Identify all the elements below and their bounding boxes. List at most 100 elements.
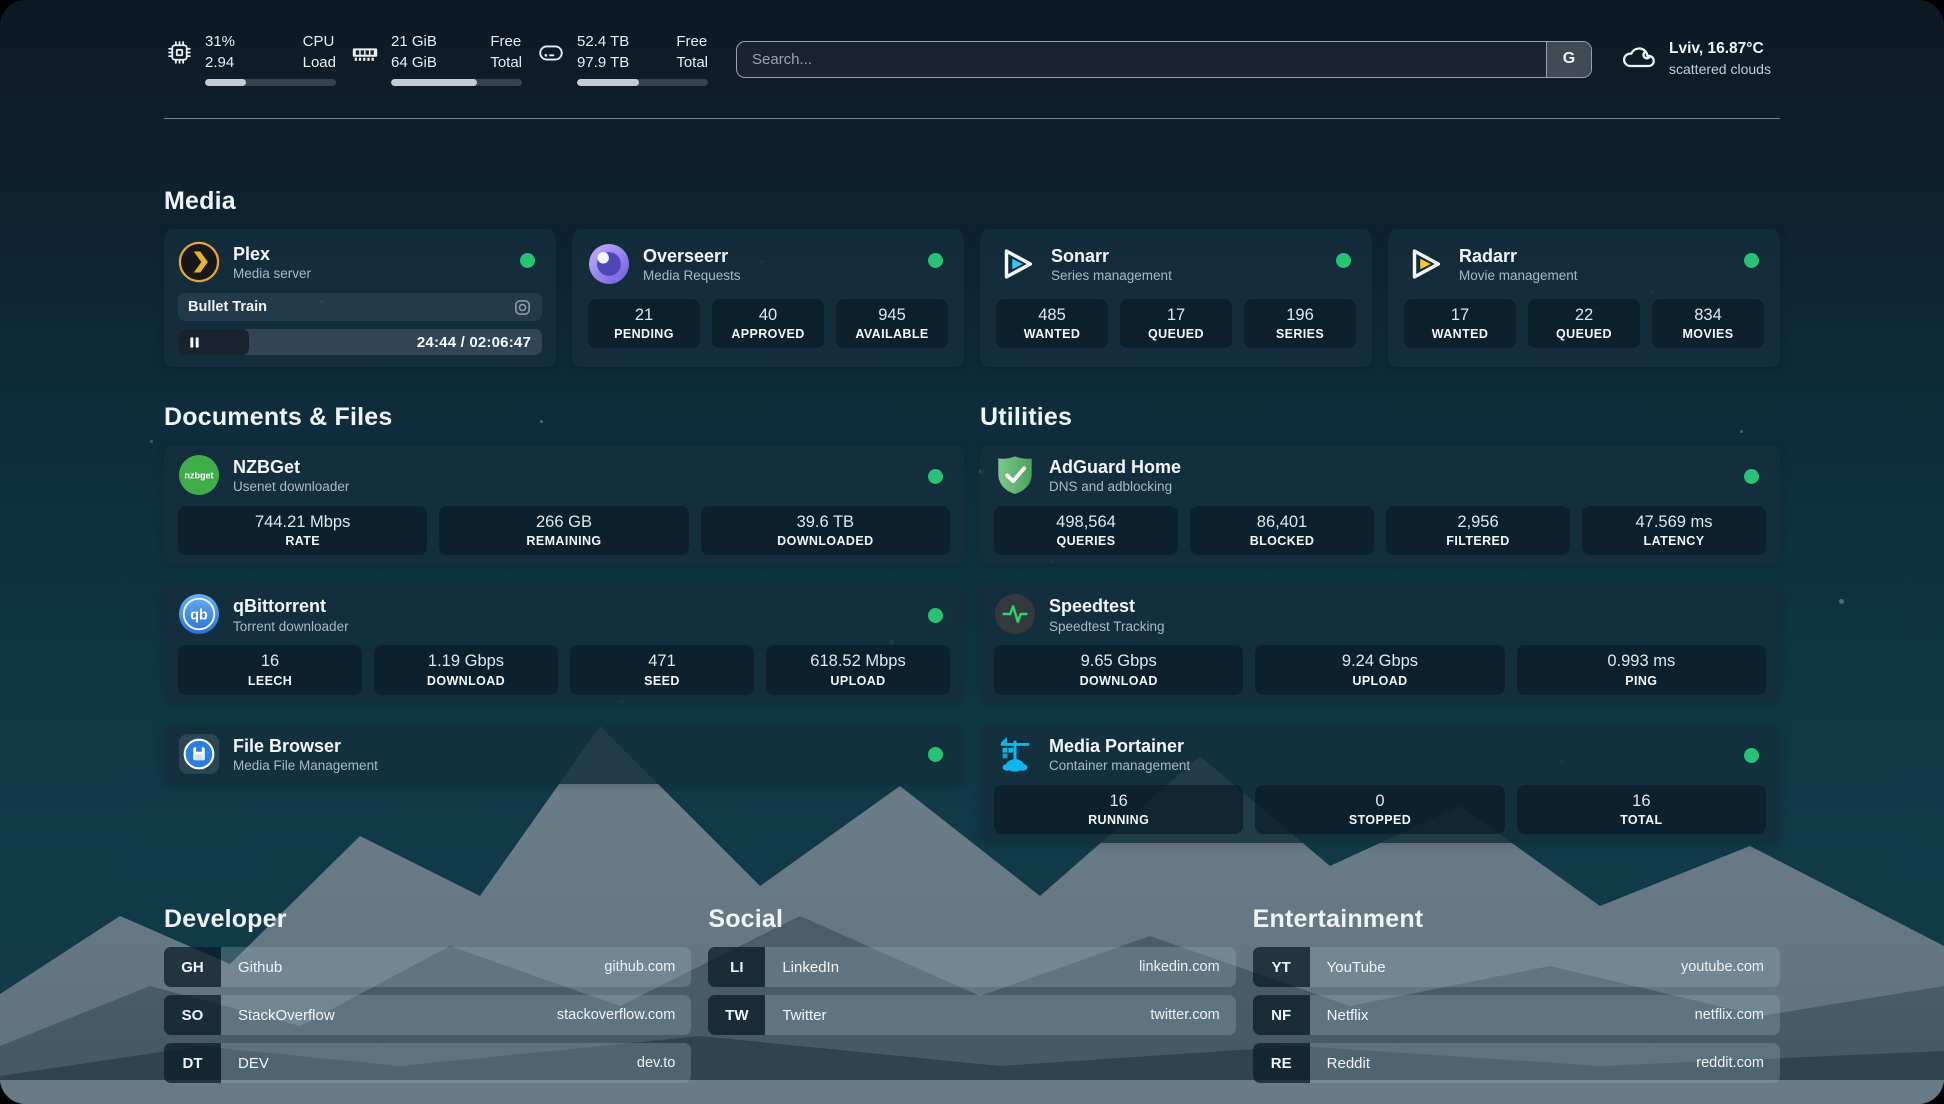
app-card-sonarr[interactable]: Sonarr Series management 485 WANTED 17 QUEUED… bbox=[980, 229, 1372, 367]
stat-progress-bar bbox=[391, 79, 522, 87]
app-card-adguard-home[interactable]: AdGuard Home DNS and adblocking 498,564 QUE… bbox=[980, 445, 1780, 565]
app-stats: 16 RUNNING 0 STOPPED 16 TOTAL bbox=[994, 784, 1766, 835]
bookmark-name: DEV bbox=[238, 1054, 269, 1072]
stat-value: 86,401 bbox=[1256, 513, 1308, 531]
stat-value: 9.24 Gbps bbox=[1341, 652, 1419, 671]
stat-download: 9.65 Gbps DOWNLOAD bbox=[994, 645, 1244, 695]
stat-seed: 471 SEED bbox=[570, 645, 754, 695]
stat-value: 17 bbox=[1166, 306, 1186, 324]
status-dot-online bbox=[928, 253, 943, 268]
weather-widget: Lviv, 16.87°C scattered clouds bbox=[1620, 38, 1780, 79]
svg-text:nzbget: nzbget bbox=[184, 470, 213, 480]
stat-movies: 834 MOVIES bbox=[1652, 299, 1764, 349]
stat-label: LEECH bbox=[247, 673, 293, 688]
app-name: File Browser bbox=[233, 735, 342, 756]
stat-download: 1.19 Gbps DOWNLOAD bbox=[374, 645, 558, 695]
stat-latency: 47.569 ms LATENCY bbox=[1582, 506, 1766, 556]
app-card-plex[interactable]: Plex Media server Bullet Train 24:44 / 02:0… bbox=[164, 229, 556, 367]
bookmark-twitter[interactable]: TW Twitter twitter.com bbox=[708, 995, 1236, 1036]
app-name: qBittorrent bbox=[233, 596, 326, 617]
stat-wanted: 485 WANTED bbox=[996, 299, 1108, 349]
app-card-media-portainer[interactable]: Media Portainer Container management 16 RUN… bbox=[980, 723, 1780, 844]
stat-label: LATENCY bbox=[1643, 534, 1705, 549]
stat-label: SEED bbox=[644, 673, 680, 688]
stat-queued: 17 QUEUED bbox=[1120, 299, 1232, 349]
bookmark-abbr-badge: NF bbox=[1252, 995, 1310, 1036]
stat-value: 1.19 Gbps bbox=[427, 652, 505, 671]
search-input[interactable] bbox=[737, 41, 1546, 77]
app-titles: AdGuard Home DNS and adblocking bbox=[1049, 456, 1181, 495]
system-stat-text: 52.4 TB 97.9 TB Free Total bbox=[577, 32, 708, 73]
bookmark-url: github.com bbox=[604, 959, 676, 976]
app-card-overseerr[interactable]: Overseerr Media Requests 21 PENDING 40 APPROV… bbox=[572, 229, 964, 367]
app-name: Overseerr bbox=[643, 245, 729, 266]
app-subtitle: Movie management bbox=[1459, 268, 1578, 284]
app-card-nzbget[interactable]: nzbget NZBGet Usenet downloader 744.21 Mbps… bbox=[164, 445, 964, 565]
stat-value: 0.993 ms bbox=[1607, 652, 1676, 671]
snow-particles bbox=[0, 0, 3, 3]
bookmark-abbr-badge: LI bbox=[708, 947, 766, 988]
speedtest-icon bbox=[994, 593, 1036, 635]
bookmark-abbr-badge: TW bbox=[708, 995, 766, 1036]
section-media: Media Plex Media server Bullet Train 24:44 … bbox=[164, 187, 1780, 367]
playback-progress: 24:44 / 02:06:47 bbox=[178, 329, 542, 355]
bookmark-youtube[interactable]: YT YouTube youtube.com bbox=[1252, 947, 1780, 988]
app-titles: qBittorrent Torrent downloader bbox=[233, 595, 349, 634]
bookmark-name: LinkedIn bbox=[782, 958, 840, 976]
stat-pending: 21 PENDING bbox=[588, 299, 700, 349]
app-header: qb qBittorrent Torrent downloader bbox=[178, 593, 950, 635]
app-header: AdGuard Home DNS and adblocking bbox=[994, 454, 1766, 496]
stat-value: 498,564 bbox=[1056, 513, 1116, 531]
bookmark-group-developer: Developer GH Github github.com SO StackOverfl… bbox=[164, 905, 692, 1084]
app-titles: NZBGet Usenet downloader bbox=[233, 456, 349, 495]
search-engine-button[interactable]: G bbox=[1546, 41, 1591, 77]
stat-label: RUNNING bbox=[1088, 813, 1150, 828]
section-title-developer: Developer bbox=[164, 905, 287, 934]
stat-value-line: 64 GiB bbox=[391, 53, 437, 71]
app-card-radarr[interactable]: Radarr Movie management 17 WANTED 22 QUEUED 83… bbox=[1388, 229, 1780, 367]
app-name: Media Portainer bbox=[1049, 735, 1185, 756]
bookmark-group-entertainment: Entertainment YT YouTube youtube.com NF Netfl… bbox=[1252, 905, 1780, 1084]
stat-label-line: Free bbox=[490, 32, 522, 50]
stat-running: 16 RUNNING bbox=[994, 784, 1244, 835]
app-subtitle: Torrent downloader bbox=[233, 618, 349, 634]
stat-label: UPLOAD bbox=[830, 673, 886, 688]
bookmark-github[interactable]: GH Github github.com bbox=[164, 947, 692, 988]
bookmark-dev[interactable]: DT DEV dev.to bbox=[164, 1043, 692, 1084]
stat-label-line: Total bbox=[676, 53, 708, 71]
stat-progress-fill bbox=[391, 79, 478, 87]
overseerr-icon bbox=[588, 243, 630, 285]
stat-value-line: 21 GiB bbox=[391, 32, 437, 50]
stat-upload: 9.24 Gbps UPLOAD bbox=[1255, 645, 1505, 695]
status-dot-online bbox=[928, 608, 943, 624]
app-header: Overseerr Media Requests bbox=[588, 243, 948, 285]
stat-rate: 744.21 Mbps RATE bbox=[178, 506, 428, 556]
bookmark-body: Github github.com bbox=[221, 947, 692, 988]
search-bar[interactable]: G bbox=[736, 40, 1592, 78]
app-subtitle: Media File Management bbox=[233, 758, 378, 774]
app-stats: 498,564 QUERIES 86,401 BLOCKED 2,956 FILTERED… bbox=[994, 506, 1766, 556]
bookmark-reddit[interactable]: RE Reddit reddit.com bbox=[1252, 1043, 1780, 1084]
app-header: Plex Media server bbox=[178, 241, 542, 283]
stat-wanted: 17 WANTED bbox=[1404, 299, 1516, 349]
app-card-speedtest[interactable]: Speedtest Speedtest Tracking 9.65 Gbps DOWN… bbox=[980, 584, 1780, 704]
bookmark-url: stackoverflow.com bbox=[556, 1007, 676, 1024]
system-stat-disk: 52.4 TB 97.9 TB Free Total bbox=[536, 32, 708, 87]
middle-columns: Documents & Files nzbget NZBGet Usenet dow… bbox=[164, 403, 1780, 844]
app-titles: Overseerr Media Requests bbox=[643, 245, 741, 284]
app-card-qbittorrent[interactable]: qb qBittorrent Torrent downloader 16 LEECH 1.… bbox=[164, 584, 964, 704]
bookmark-linkedin[interactable]: LI LinkedIn linkedin.com bbox=[708, 947, 1236, 988]
system-stat-memory: 21 GiB 64 GiB Free Total bbox=[350, 32, 522, 87]
cloud-icon bbox=[1620, 39, 1656, 80]
app-card-file-browser[interactable]: File Browser Media File Management bbox=[164, 723, 964, 784]
bookmark-name: Twitter bbox=[782, 1006, 827, 1024]
stat-value: 16 bbox=[1632, 791, 1651, 810]
bookmark-netflix[interactable]: NF Netflix netflix.com bbox=[1252, 995, 1780, 1036]
bookmark-name: Reddit bbox=[1326, 1054, 1371, 1072]
bookmark-stackoverflow[interactable]: SO StackOverflow stackoverflow.com bbox=[164, 995, 692, 1036]
stat-value: 196 bbox=[1286, 306, 1314, 324]
bookmark-body: StackOverflow stackoverflow.com bbox=[221, 995, 692, 1036]
stat-upload: 618.52 Mbps UPLOAD bbox=[766, 645, 950, 695]
section-documents: Documents & Files nzbget NZBGet Usenet dow… bbox=[164, 403, 964, 784]
